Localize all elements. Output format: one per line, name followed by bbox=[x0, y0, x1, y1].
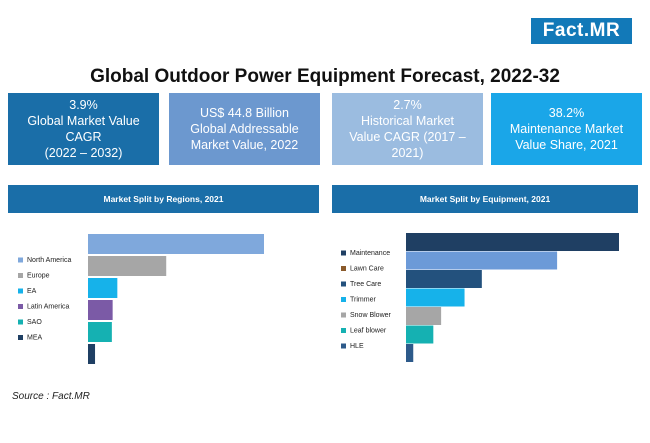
regions-bar-chart: North America Europe EA Latin America SAO MEA bbox=[18, 234, 264, 364]
stat-line: Value Share, 2021 bbox=[515, 138, 618, 152]
legend-swatch-north-america bbox=[18, 257, 23, 263]
legend-swatch-mea bbox=[18, 335, 23, 340]
logo-text: Fact bbox=[542, 20, 584, 41]
stat-line: Maintenance Market bbox=[509, 122, 624, 136]
bar-maintenance bbox=[406, 233, 619, 251]
bar-tree-care bbox=[406, 270, 482, 288]
stat-line: Value CAGR (2017 – bbox=[349, 130, 466, 144]
equipment-chart-title: Market Split by Equipment, 2021 bbox=[332, 185, 638, 213]
bar-mea bbox=[88, 344, 96, 364]
stat-line: Historical Market bbox=[360, 114, 455, 128]
legend-swatch-ea bbox=[18, 288, 23, 294]
stat-line: 3.9% bbox=[69, 98, 98, 112]
legend-label-ea: EA bbox=[27, 288, 37, 295]
stat-line: US$ 44.8 Billion bbox=[200, 106, 289, 120]
stat-card-maintenance-share: 38.2% Maintenance Market Value Share, 20… bbox=[491, 93, 642, 165]
legend-label-north-america: North America bbox=[27, 257, 71, 264]
equipment-bar-chart: Maintenance Lawn Care Tree Care Trimmer Snow… bbox=[341, 233, 619, 362]
bar-hle bbox=[406, 344, 414, 362]
stat-line: Market Value, 2022 bbox=[190, 138, 299, 152]
legend-label-latin-america: Latin America bbox=[27, 304, 70, 311]
legend-label-mea: MEA bbox=[27, 335, 43, 342]
legend-label-trimmer: Trimmer bbox=[350, 297, 376, 304]
legend-swatch-hle bbox=[341, 343, 346, 349]
legend-swatch-trimmer bbox=[341, 297, 346, 302]
stat-card-market-value: US$ 44.8 Billion Global Addressable Mark… bbox=[169, 93, 320, 165]
legend-swatch-leaf-blower bbox=[341, 328, 346, 333]
legend-swatch-europe bbox=[18, 273, 23, 278]
legend-label-tree-care: Tree Care bbox=[350, 281, 381, 288]
logo-suffix: .MR bbox=[583, 20, 621, 41]
legend-label-sao: SAO bbox=[27, 319, 42, 326]
stat-line: 2.7% bbox=[393, 98, 422, 112]
stat-card-cagr: 3.9% Global Market Value CAGR (2022 – 20… bbox=[8, 93, 159, 165]
bar-snow-blower bbox=[406, 307, 442, 325]
bar-leaf-blower bbox=[406, 325, 434, 344]
bar-north-america bbox=[88, 234, 264, 254]
stat-line: 2021) bbox=[391, 146, 424, 160]
stat-line: CAGR bbox=[65, 130, 102, 144]
legend-label-hle: HLE bbox=[350, 343, 364, 350]
source-note: Source : Fact.MR bbox=[12, 391, 90, 402]
legend-swatch-latin-america bbox=[18, 304, 23, 309]
legend-label-lawn-care: Lawn Care bbox=[350, 266, 384, 273]
stat-line: 38.2% bbox=[548, 106, 585, 120]
regions-chart-title: Market Split by Regions, 2021 bbox=[8, 185, 319, 213]
legend-label-maintenance: Maintenance bbox=[350, 250, 390, 257]
legend-swatch-tree-care bbox=[341, 281, 346, 287]
stat-line: Global Market Value bbox=[27, 114, 140, 128]
page-title: Global Outdoor Power Equipment Forecast,… bbox=[90, 66, 560, 87]
bar-ea bbox=[88, 278, 118, 298]
stat-line: Global Addressable bbox=[190, 122, 299, 136]
bar-trimmer bbox=[406, 288, 465, 307]
legend-label-leaf-blower: Leaf blower bbox=[350, 328, 387, 335]
bar-lawn-care bbox=[406, 251, 558, 270]
legend-swatch-maintenance bbox=[341, 250, 346, 256]
bar-europe bbox=[88, 256, 167, 276]
legend-swatch-snow-blower bbox=[341, 312, 346, 318]
legend-label-europe: Europe bbox=[27, 273, 50, 280]
bar-latin-america bbox=[88, 300, 113, 320]
legend-swatch-lawn-care bbox=[341, 266, 346, 271]
stat-card-historical-cagr: 2.7% Historical Market Value CAGR (2017 … bbox=[332, 93, 483, 165]
stat-line: (2022 – 2032) bbox=[44, 146, 123, 160]
legend-swatch-sao bbox=[18, 319, 23, 325]
bar-sao bbox=[88, 322, 112, 342]
fact-mr-logo: Fact .MR bbox=[531, 18, 632, 44]
legend-label-snow-blower: Snow Blower bbox=[350, 312, 392, 319]
